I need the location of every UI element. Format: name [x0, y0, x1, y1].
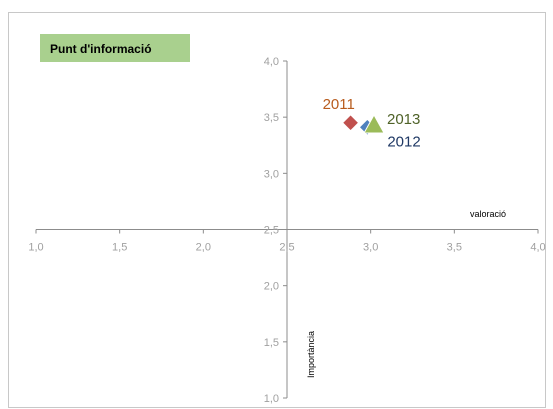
y-tick-label: 2,0	[264, 281, 279, 293]
data-points	[341, 114, 385, 136]
chart-title: Punt d'informació	[50, 42, 152, 56]
point-2013	[363, 114, 385, 134]
y-tick-label: 4,0	[264, 56, 279, 68]
x-tick-label: 2,5	[279, 242, 294, 254]
data-point-labels: 2011 2012 2013	[323, 96, 421, 150]
y-axis-label: Importància	[306, 331, 316, 378]
chart-title-box: Punt d'informació	[40, 34, 190, 62]
point-label-2012: 2012	[387, 133, 420, 150]
x-axis-label: valoració	[470, 209, 506, 219]
x-tick-label: 2,0	[196, 242, 211, 254]
chart-title-background	[40, 34, 190, 62]
y-tick-label: 2,5	[264, 225, 279, 237]
y-tick-label: 3,0	[264, 168, 279, 180]
x-tick-label: 3,0	[363, 242, 378, 254]
point-label-2011: 2011	[323, 96, 355, 113]
x-tick-label: 1,5	[112, 242, 127, 254]
x-tick-label: 3,5	[447, 242, 462, 254]
x-tick-label: 1,0	[28, 242, 43, 254]
x-tick-labels: 1,0 1,5 2,0 2,5 3,0 3,5 4,0	[28, 229, 546, 254]
y-tick-label: 1,0	[264, 393, 279, 405]
x-tick-label: 4,0	[530, 242, 545, 254]
point-label-2013: 2013	[387, 111, 420, 128]
y-tick-label: 3,5	[264, 112, 279, 124]
point-2011	[341, 114, 360, 132]
y-tick-labels: 1,0 1,5 2,0 2,5 3,0 3,5 4,0	[264, 56, 287, 405]
y-tick-label: 1,5	[264, 337, 279, 349]
chart-frame	[8, 12, 546, 408]
